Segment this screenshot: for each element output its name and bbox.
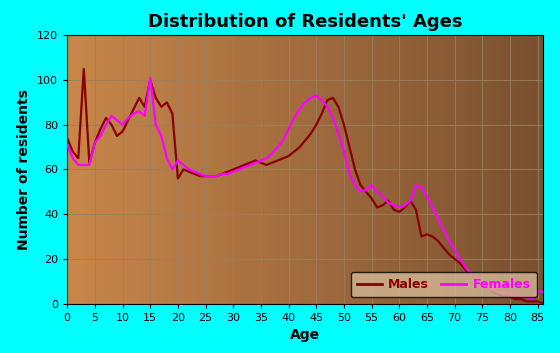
Females	[141, 114, 148, 118]
X-axis label: Age: Age	[290, 328, 320, 342]
Females	[540, 290, 547, 294]
Males	[208, 174, 214, 178]
Females	[457, 257, 464, 261]
Males	[269, 161, 276, 165]
Males	[457, 261, 464, 265]
Females	[208, 174, 214, 178]
Males	[307, 132, 314, 136]
Males	[147, 78, 153, 82]
Females	[529, 297, 535, 301]
Females	[269, 152, 276, 156]
Females	[175, 158, 181, 163]
Legend: Males, Females: Males, Females	[351, 272, 537, 297]
Line: Females: Females	[67, 78, 543, 299]
Females	[64, 143, 71, 147]
Males	[540, 301, 547, 306]
Males	[81, 67, 87, 71]
Males	[64, 136, 71, 140]
Title: Distribution of Residents' Ages: Distribution of Residents' Ages	[148, 13, 463, 31]
Females	[307, 96, 314, 100]
Females	[147, 76, 153, 80]
Line: Males: Males	[67, 69, 543, 304]
Y-axis label: Number of residents: Number of residents	[17, 89, 31, 250]
Males	[175, 176, 181, 180]
